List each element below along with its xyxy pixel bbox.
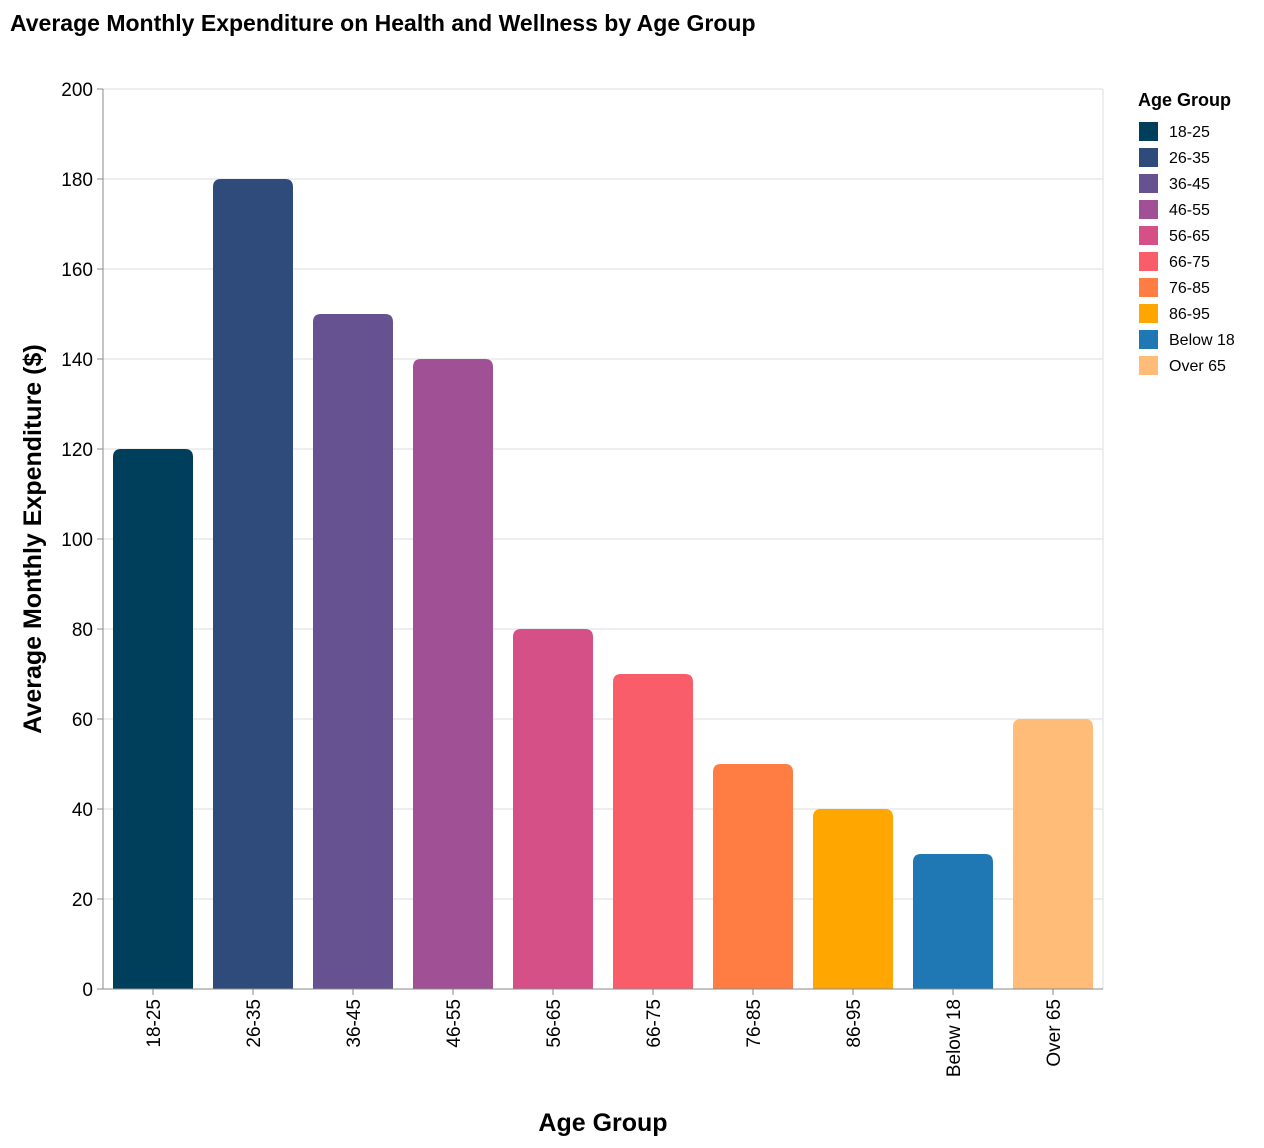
x-tick-label: 76-85 bbox=[744, 999, 765, 1048]
x-tick-label: 46-55 bbox=[444, 999, 465, 1048]
legend-label: 18-25 bbox=[1169, 124, 1210, 141]
bar-76-85 bbox=[713, 764, 793, 989]
bar-66-75 bbox=[613, 674, 693, 989]
x-tick-label: 66-75 bbox=[644, 999, 665, 1048]
legend-swatch bbox=[1139, 356, 1158, 375]
x-tick-label: 36-45 bbox=[344, 999, 365, 1048]
axes: 0 20 40 60 80 100 120 140 160 180 200 18-25 26-35 36-… bbox=[61, 80, 1103, 1077]
y-tick-label: 200 bbox=[61, 80, 93, 101]
x-tick-label: 26-35 bbox=[244, 999, 265, 1048]
x-tick-label: Over 65 bbox=[1044, 999, 1065, 1067]
legend-label: 36-45 bbox=[1169, 176, 1210, 193]
legend-swatch bbox=[1139, 226, 1158, 245]
legend-label: 66-75 bbox=[1169, 254, 1210, 271]
legend-swatch bbox=[1139, 304, 1158, 323]
y-tick-label: 160 bbox=[61, 260, 93, 281]
bar-46-55 bbox=[413, 359, 493, 989]
y-axis-title: Average Monthly Expenditure ($) bbox=[19, 344, 47, 733]
legend-label: Over 65 bbox=[1169, 358, 1226, 375]
legend-label: 26-35 bbox=[1169, 150, 1210, 167]
legend-swatch bbox=[1139, 174, 1158, 193]
legend-label: 56-65 bbox=[1169, 228, 1210, 245]
bar-below-18 bbox=[913, 854, 993, 989]
bar-26-35 bbox=[213, 179, 293, 989]
bar-over-65 bbox=[1013, 719, 1093, 989]
legend-label: 86-95 bbox=[1169, 306, 1210, 323]
legend: Age Group 18-25 26-35 36-45 46-55 56-65 66-75… bbox=[1138, 90, 1235, 375]
y-tick-label: 60 bbox=[72, 710, 93, 731]
x-tick-label: 86-95 bbox=[844, 999, 865, 1048]
y-tick-label: 40 bbox=[72, 800, 93, 821]
x-tick-label: 56-65 bbox=[544, 999, 565, 1048]
legend-title: Age Group bbox=[1138, 90, 1231, 110]
y-tick-label: 100 bbox=[61, 530, 93, 551]
bar-18-25 bbox=[113, 449, 193, 989]
legend-swatch bbox=[1139, 200, 1158, 219]
legend-swatch bbox=[1139, 122, 1158, 141]
bar-36-45 bbox=[313, 314, 393, 989]
chart-title: Average Monthly Expenditure on Health an… bbox=[10, 10, 756, 36]
y-tick-label: 180 bbox=[61, 170, 93, 191]
bar-56-65 bbox=[513, 629, 593, 989]
y-tick-label: 0 bbox=[82, 980, 93, 1001]
bars bbox=[113, 179, 1093, 989]
x-tick-label: Below 18 bbox=[944, 999, 965, 1077]
legend-swatch bbox=[1139, 252, 1158, 271]
legend-swatch bbox=[1139, 330, 1158, 349]
legend-label: 46-55 bbox=[1169, 202, 1210, 219]
bar-86-95 bbox=[813, 809, 893, 989]
y-tick-label: 140 bbox=[61, 350, 93, 371]
y-tick-label: 20 bbox=[72, 890, 93, 911]
legend-swatch bbox=[1139, 148, 1158, 167]
x-axis-title: Age Group bbox=[538, 1109, 667, 1137]
legend-label: 76-85 bbox=[1169, 280, 1210, 297]
legend-label: Below 18 bbox=[1169, 332, 1235, 349]
x-tick-label: 18-25 bbox=[144, 999, 165, 1048]
y-tick-label: 120 bbox=[61, 440, 93, 461]
y-tick-label: 80 bbox=[72, 620, 93, 641]
legend-swatch bbox=[1139, 278, 1158, 297]
